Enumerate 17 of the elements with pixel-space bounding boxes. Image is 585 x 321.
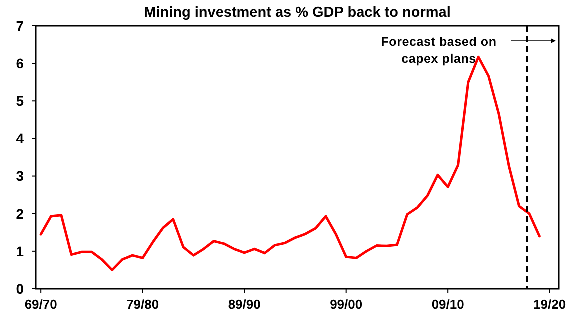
x-tick-label: 99/00 bbox=[330, 297, 363, 312]
x-tick-label: 19/20 bbox=[534, 297, 566, 312]
y-tick-label: 1 bbox=[16, 243, 24, 260]
y-tick-label: 4 bbox=[16, 130, 24, 147]
y-tick-label: 0 bbox=[16, 280, 24, 297]
chart-title: Mining investment as % GDP back to normal bbox=[144, 5, 451, 21]
x-tick-label: 69/70 bbox=[24, 297, 58, 312]
line-series bbox=[40, 56, 541, 272]
annotation: Forecast based on capex plans bbox=[381, 35, 497, 66]
y-tick-label: 2 bbox=[16, 206, 24, 222]
y-tick-label: 3 bbox=[16, 168, 24, 184]
x-tick-label: 79/80 bbox=[126, 297, 160, 312]
y-tick-label: 6 bbox=[16, 55, 24, 72]
y-tick-label: 5 bbox=[16, 93, 24, 110]
x-tick-label: 09/10 bbox=[432, 297, 464, 312]
x-tick-label: 89/90 bbox=[228, 297, 261, 312]
y-tick-label: 7 bbox=[16, 18, 24, 34]
